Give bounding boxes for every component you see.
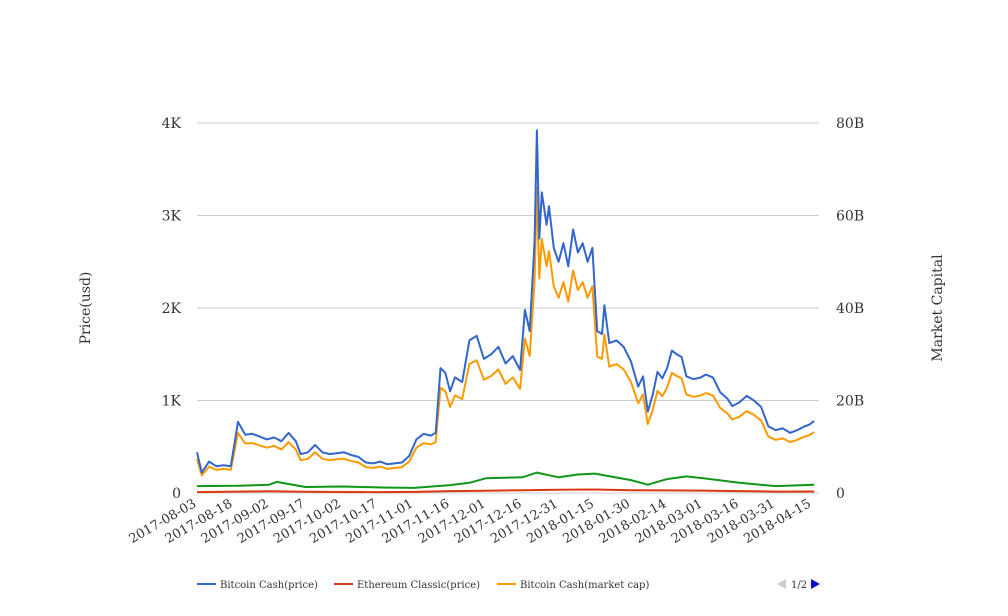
y-right-tick-label: 80B	[836, 116, 864, 132]
series-line	[196, 186, 815, 477]
y-right-tick-labels: 0 20B 40B 60B 80B	[836, 116, 864, 502]
y-left-tick-label: 1K	[162, 394, 182, 410]
y-right-tick-label: 0	[836, 486, 845, 502]
y-left-tick-labels: 0 1K 2K 3K 4K	[162, 116, 182, 502]
y-right-tick-label: 20B	[836, 394, 864, 410]
legend-next-arrow-icon[interactable]	[811, 579, 820, 589]
y-right-axis-title: Market Capital	[930, 254, 946, 362]
y-left-tick-label: 0	[172, 486, 181, 502]
gridlines	[197, 122, 819, 494]
series-lines	[196, 129, 815, 494]
legend-label[interactable]: Bitcoin Cash(market cap)	[520, 580, 649, 591]
y-left-tick-label: 2K	[162, 301, 182, 317]
y-right-tick-label: 60B	[836, 209, 864, 225]
y-left-tick-label: 3K	[162, 209, 182, 225]
series-line	[196, 471, 815, 489]
x-tick-labels: 2017-08-032017-08-182017-09-022017-09-17…	[127, 496, 814, 546]
legend-prev-arrow-icon[interactable]	[777, 579, 786, 589]
y-right-tick-label: 40B	[836, 301, 864, 317]
legend-pager: 1/2	[777, 579, 820, 591]
y-left-axis-title: Price(usd)	[78, 272, 94, 345]
legend-label[interactable]: Ethereum Classic(price)	[357, 580, 480, 591]
series-line	[196, 129, 815, 474]
y-left-tick-label: 4K	[162, 116, 182, 132]
legend-page-indicator: 1/2	[791, 580, 807, 591]
legend: Bitcoin Cash(price) Ethereum Classic(pric…	[197, 580, 649, 591]
legend-label[interactable]: Bitcoin Cash(price)	[220, 580, 318, 591]
series-line	[196, 488, 815, 494]
